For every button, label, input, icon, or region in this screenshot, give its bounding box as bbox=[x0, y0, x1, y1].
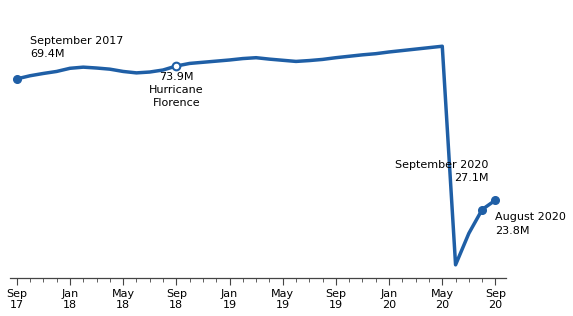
Text: September 2017
69.4M: September 2017 69.4M bbox=[30, 36, 123, 59]
Text: August 2020
23.8M: August 2020 23.8M bbox=[496, 212, 566, 236]
Text: 73.9M
Hurricane
Florence: 73.9M Hurricane Florence bbox=[149, 72, 203, 108]
Text: September 2020
27.1M: September 2020 27.1M bbox=[395, 160, 489, 183]
